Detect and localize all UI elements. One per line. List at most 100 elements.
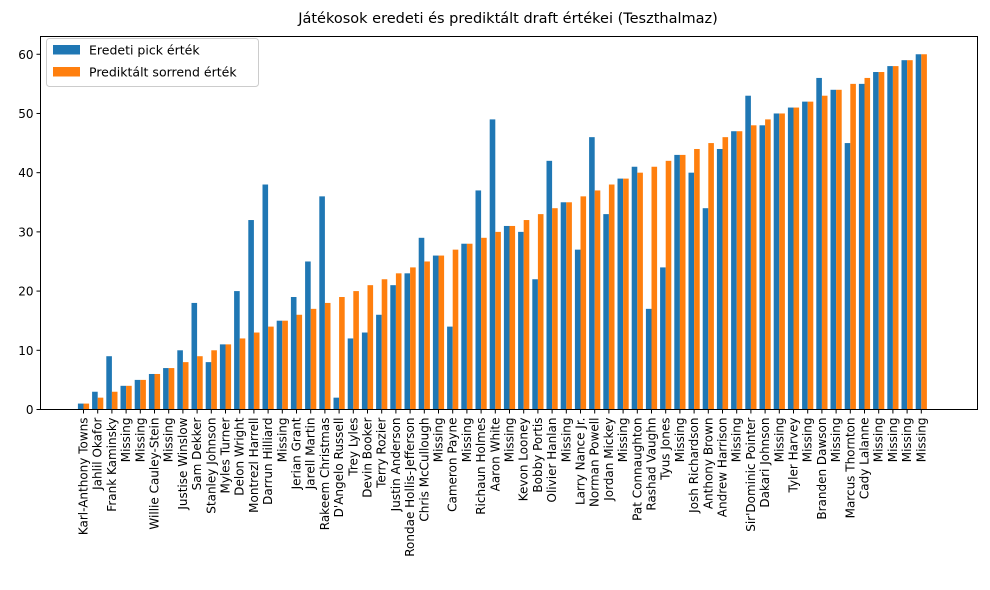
bar-predicted-11 [239, 338, 246, 410]
bar-original-56 [873, 72, 879, 410]
x-tick-label: Sir'Dominic Pointer [744, 417, 758, 531]
bar-predicted-53 [836, 89, 842, 410]
x-tick-label: Rashad Vaughn [645, 418, 659, 511]
x-tick-label: Willie Cauley-Stein [148, 418, 162, 530]
bar-predicted-56 [878, 72, 885, 410]
bar-original-14 [276, 320, 283, 410]
bars-group [77, 54, 927, 410]
x-tick-label: Jordan Mickey [602, 418, 616, 502]
x-tick-label: Jarell Martin [304, 418, 318, 491]
x-tick-label: Karl-Anthony Towns [77, 418, 91, 536]
bar-original-37 [603, 214, 609, 410]
bar-original-50 [787, 107, 794, 410]
bar-original-12 [248, 220, 254, 410]
x-tick-label: Pat Connaughton [630, 418, 644, 521]
bar-original-6 [163, 368, 169, 410]
bar-original-58 [901, 60, 908, 410]
x-tick-label: Branden Dawson [815, 418, 829, 520]
bar-original-28 [475, 190, 482, 410]
bar-original-55 [858, 83, 865, 410]
bar-original-36 [589, 137, 595, 410]
bar-predicted-59 [921, 54, 927, 410]
bar-original-47 [745, 95, 751, 410]
bar-predicted-36 [594, 190, 601, 410]
x-tick-label: Missing [162, 418, 176, 463]
bar-predicted-39 [637, 172, 643, 410]
bar-original-44 [702, 208, 709, 410]
x-tick-label: Aaron White [488, 418, 502, 492]
legend-swatch [53, 45, 80, 55]
bar-predicted-35 [580, 196, 587, 410]
x-tick-label: Myles Turner [219, 417, 233, 493]
bar-predicted-52 [821, 95, 828, 410]
x-tick-label: Cameron Payne [446, 418, 460, 512]
bar-predicted-29 [495, 231, 501, 410]
bar-predicted-16 [310, 308, 317, 410]
x-tick-label: Jerian Grant [290, 417, 304, 490]
y-tick-label: 50 [18, 107, 33, 121]
bar-predicted-19 [353, 291, 359, 410]
bar-original-3 [120, 385, 127, 410]
bar-predicted-8 [197, 356, 203, 410]
bar-predicted-17 [324, 302, 331, 410]
bar-original-26 [447, 326, 453, 410]
x-tick-label: Missing [119, 418, 133, 463]
bar-predicted-51 [807, 101, 814, 410]
legend-label: Eredeti pick érték [89, 43, 200, 58]
y-tick-label: 40 [18, 166, 33, 180]
x-tick-label: Montrezl Harrell [247, 418, 261, 513]
bar-predicted-1 [97, 397, 104, 410]
bar-original-24 [418, 237, 425, 410]
bar-original-52 [816, 77, 822, 410]
x-tick-label: Chris McCullough [417, 418, 431, 522]
bar-original-22 [390, 285, 396, 410]
bar-predicted-32 [537, 214, 544, 410]
bar-predicted-13 [268, 326, 274, 410]
legend-label: Prediktált sorrend érték [89, 65, 237, 80]
x-tick-label: Missing [886, 418, 900, 463]
x-tick-label: Darrun Hilliard [261, 418, 275, 505]
bar-predicted-7 [182, 362, 189, 410]
bar-predicted-3 [126, 385, 132, 410]
bar-original-40 [645, 308, 652, 410]
bar-predicted-46 [736, 131, 743, 410]
x-tick-label: Rakeem Christmas [318, 418, 332, 531]
bar-original-21 [376, 314, 382, 410]
x-tick-label: Bobby Portis [531, 418, 545, 493]
x-tick-label: Justise Winslow [176, 417, 190, 510]
bar-original-10 [219, 344, 226, 410]
bar-original-45 [716, 148, 723, 410]
bar-predicted-48 [765, 119, 771, 410]
bar-predicted-54 [850, 83, 856, 410]
x-tick-label: Devin Booker [361, 417, 375, 497]
bar-predicted-33 [552, 208, 558, 410]
bar-original-1 [92, 391, 98, 410]
bar-predicted-37 [608, 184, 615, 410]
x-tick-label: Tyler Harvey [787, 418, 801, 494]
x-tick-label: Delon Wright [233, 417, 247, 496]
legend: Eredeti pick érték Prediktált sorrend ért… [46, 38, 259, 87]
bar-predicted-5 [154, 373, 161, 410]
plot-frame [40, 36, 978, 410]
bar-predicted-15 [296, 314, 303, 410]
bar-predicted-55 [864, 77, 871, 410]
bar-original-38 [617, 178, 624, 410]
bar-original-29 [489, 119, 496, 410]
bar-original-51 [802, 101, 808, 410]
bar-original-53 [830, 89, 837, 410]
bar-original-2 [106, 356, 112, 410]
bar-predicted-22 [395, 273, 402, 410]
x-tick-label: Marcus Thornton [843, 418, 857, 519]
x-tick-label: Richaun Holmes [474, 417, 488, 514]
bar-original-46 [731, 131, 737, 410]
bar-original-23 [404, 273, 411, 410]
bar-original-41 [660, 267, 666, 410]
bar-predicted-12 [253, 332, 260, 410]
bar-predicted-25 [438, 255, 445, 410]
x-tick-label: Anthony Brown [701, 418, 715, 510]
x-tick-label: Olivier Hanlan [545, 418, 559, 503]
x-tick-label: Missing [559, 418, 573, 463]
bar-predicted-45 [722, 137, 729, 410]
bar-original-9 [205, 362, 212, 410]
y-tick-label: 10 [18, 344, 33, 358]
